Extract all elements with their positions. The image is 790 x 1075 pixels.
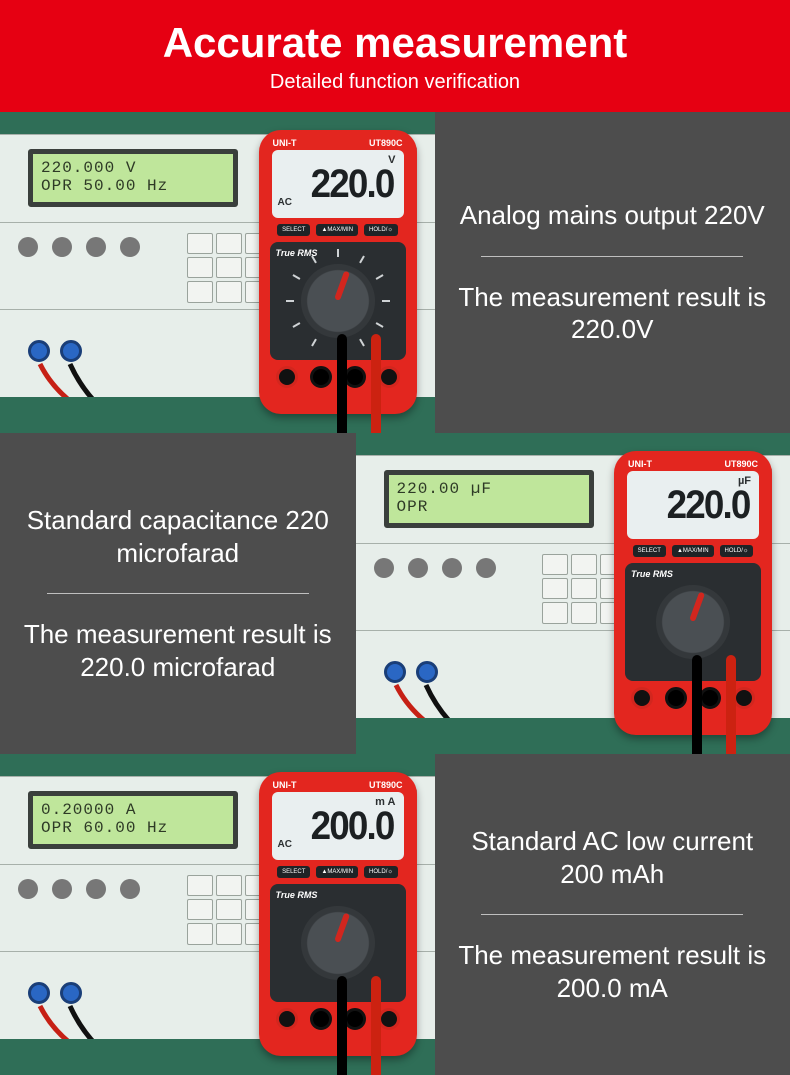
btn-maxmin: ▲MAX/MIN xyxy=(672,545,714,557)
probe-red xyxy=(371,976,381,1075)
photo-panel-2: 220.00 µF OPR xyxy=(356,433,790,754)
probe-black xyxy=(337,976,347,1075)
calibrator-lcd: 220.000 V OPR 50.00 Hz xyxy=(28,149,238,207)
calibrator-lcd-line2: OPR 50.00 Hz xyxy=(41,178,225,196)
output-jack-1 xyxy=(384,661,406,683)
photo-panel-3: 0.20000 A OPR 60.00 Hz xyxy=(0,754,435,1075)
btn-maxmin: ▲MAX/MIN xyxy=(316,866,358,878)
probe-red xyxy=(371,334,381,433)
btn-maxmin: ▲MAX/MIN xyxy=(316,224,358,236)
output-jack-2 xyxy=(416,661,438,683)
calibrator-lcd-line2: OPR xyxy=(397,499,581,517)
verification-row-1: 220.000 V OPR 50.00 Hz xyxy=(0,112,790,433)
btn-select: SELECT xyxy=(277,866,310,878)
row3-desc-2: The measurement result is 200.0 mA xyxy=(453,939,773,1004)
text-panel-2: Standard capacitance 220 microfarad The … xyxy=(0,433,356,754)
knob-row xyxy=(374,558,496,578)
jack-v xyxy=(378,1008,400,1030)
multimeter: UNI-T UT890C V AC 220.0 SELECT ▲MAX/MIN … xyxy=(259,130,417,414)
multimeter-screen: µF 220.0 xyxy=(627,471,759,539)
multimeter-brand-bar: UNI-T UT890C xyxy=(267,138,409,150)
divider xyxy=(481,914,743,915)
jack-20a xyxy=(276,366,298,388)
multimeter-ac: AC xyxy=(278,839,292,850)
true-rms-label: True RMS xyxy=(631,569,673,579)
divider xyxy=(481,256,743,257)
multimeter-screen: V AC 220.0 xyxy=(272,150,404,218)
multimeter-buttons: SELECT ▲MAX/MIN HOLD/☼ xyxy=(633,545,754,557)
header-subtitle: Detailed function verification xyxy=(270,71,520,94)
multimeter: UNI-T UT890C µF 220.0 SELECT ▲MAX/MIN HO… xyxy=(614,451,772,735)
jack-20a xyxy=(631,687,653,709)
rotary-dial xyxy=(301,906,375,980)
btn-hold: HOLD/☼ xyxy=(720,545,754,557)
row3-desc-1: Standard AC low current 200 mAh xyxy=(453,825,773,890)
multimeter-brand: UNI-T xyxy=(628,459,652,469)
multimeter-buttons: SELECT ▲MAX/MIN HOLD/☼ xyxy=(277,866,398,878)
multimeter-value: 220.0 xyxy=(666,483,749,528)
verification-row-3: 0.20000 A OPR 60.00 Hz xyxy=(0,754,790,1075)
btn-select: SELECT xyxy=(277,224,310,236)
output-jack-2 xyxy=(60,340,82,362)
output-jack-1 xyxy=(28,982,50,1004)
divider xyxy=(47,593,309,594)
calibrator-lcd: 0.20000 A OPR 60.00 Hz xyxy=(28,791,238,849)
verification-row-2: 220.00 µF OPR xyxy=(0,433,790,754)
row2-desc-1: Standard capacitance 220 microfarad xyxy=(18,504,338,569)
row1-desc-2: The measurement result is 220.0V xyxy=(453,281,773,346)
multimeter-value: 220.0 xyxy=(311,162,394,207)
row1-desc-1: Analog mains output 220V xyxy=(460,199,765,232)
jack-20a xyxy=(276,1008,298,1030)
rotary-dial xyxy=(656,585,730,659)
true-rms-label: True RMS xyxy=(276,890,318,900)
output-jack-1 xyxy=(28,340,50,362)
calibrator-lcd-line2: OPR 60.00 Hz xyxy=(41,820,225,838)
multimeter-model: UT890C xyxy=(369,138,403,148)
knob-row xyxy=(18,879,140,899)
jack-v xyxy=(733,687,755,709)
text-panel-3: Standard AC low current 200 mAh The meas… xyxy=(435,754,790,1075)
probe-black xyxy=(337,334,347,433)
multimeter-ac: AC xyxy=(278,197,292,208)
header-title: Accurate measurement xyxy=(163,19,628,67)
multimeter-screen: m A AC 200.0 xyxy=(272,792,404,860)
multimeter: UNI-T UT890C m A AC 200.0 SELECT ▲MAX/MI… xyxy=(259,772,417,1056)
header-banner: Accurate measurement Detailed function v… xyxy=(0,0,790,112)
calibrator-lcd-line1: 220.00 µF xyxy=(397,481,581,499)
jack-ma xyxy=(665,687,687,709)
multimeter-buttons: SELECT ▲MAX/MIN HOLD/☼ xyxy=(277,224,398,236)
probe-red xyxy=(726,655,736,754)
calibrator-lcd-line1: 0.20000 A xyxy=(41,802,225,820)
jack-ma xyxy=(310,366,332,388)
multimeter-model: UT890C xyxy=(724,459,758,469)
text-panel-1: Analog mains output 220V The measurement… xyxy=(435,112,790,433)
jack-com xyxy=(344,366,366,388)
jack-com xyxy=(344,1008,366,1030)
multimeter-brand: UNI-T xyxy=(273,780,297,790)
row2-desc-2: The measurement result is 220.0 microfar… xyxy=(18,618,338,683)
knob-row xyxy=(18,237,140,257)
jack-com xyxy=(699,687,721,709)
probe-black xyxy=(692,655,702,754)
calibrator-lcd-line1: 220.000 V xyxy=(41,160,225,178)
multimeter-value: 200.0 xyxy=(311,804,394,849)
btn-select: SELECT xyxy=(633,545,666,557)
btn-hold: HOLD/☼ xyxy=(364,866,398,878)
btn-hold: HOLD/☼ xyxy=(364,224,398,236)
output-jack-2 xyxy=(60,982,82,1004)
multimeter-brand-bar: UNI-T UT890C xyxy=(622,459,764,471)
multimeter-brand-bar: UNI-T UT890C xyxy=(267,780,409,792)
multimeter-model: UT890C xyxy=(369,780,403,790)
jack-ma xyxy=(310,1008,332,1030)
photo-panel-1: 220.000 V OPR 50.00 Hz xyxy=(0,112,435,433)
calibrator-lcd: 220.00 µF OPR xyxy=(384,470,594,528)
multimeter-brand: UNI-T xyxy=(273,138,297,148)
jack-v xyxy=(378,366,400,388)
